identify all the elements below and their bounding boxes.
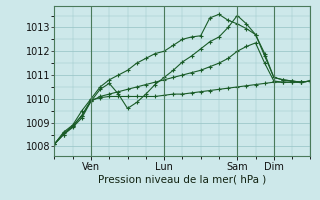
X-axis label: Pression niveau de la mer( hPa ): Pression niveau de la mer( hPa ) <box>98 174 267 184</box>
